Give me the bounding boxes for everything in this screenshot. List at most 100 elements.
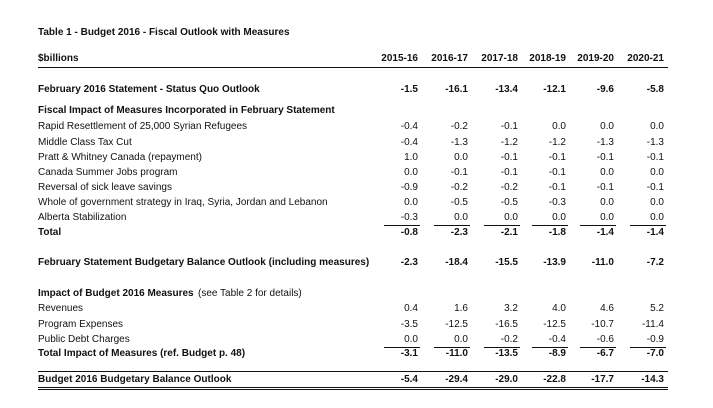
cell-value: -13.9: [543, 257, 566, 268]
cell-value: 0.0: [454, 152, 468, 163]
cell-value: -0.1: [500, 167, 518, 178]
row-label: Canada Summer Jobs program: [38, 167, 178, 178]
cell-value: -0.9: [646, 334, 664, 345]
cell-value: -1.2: [548, 137, 566, 148]
cell-value: 5.2: [650, 303, 664, 314]
row-label: Total: [38, 227, 62, 238]
double-rule: [38, 387, 668, 388]
cell-value: -0.1: [548, 167, 566, 178]
row-label: Whole of government strategy in Iraq, Sy…: [38, 197, 328, 208]
cell-value: 0.0: [650, 121, 664, 132]
cell-value: 1.6: [454, 303, 468, 314]
cell-value: -2.1: [500, 227, 518, 238]
cell-value: 0.0: [404, 334, 418, 345]
row-label: Budget 2016 Budgetary Balance Outlook: [38, 374, 232, 385]
cell-value: 0.0: [600, 121, 614, 132]
cell-value: -0.1: [646, 152, 664, 163]
cell-value: -0.1: [548, 152, 566, 163]
cell-value: -13.5: [495, 348, 518, 359]
cell-value: -16.5: [495, 319, 518, 330]
cell-value: -7.0: [646, 348, 664, 359]
cell-value: 0.0: [600, 212, 614, 223]
subtotal-rule: [434, 225, 470, 226]
table-title: Table 1 - Budget 2016 - Fiscal Outlook w…: [38, 27, 290, 38]
cell-value: -7.2: [646, 257, 664, 268]
cell-value: -29.4: [445, 374, 468, 385]
cell-value: -1.2: [500, 137, 518, 148]
cell-value: -12.5: [445, 319, 468, 330]
subtotal-rule: [384, 225, 420, 226]
subtotal-rule: [532, 225, 568, 226]
cell-value: -3.5: [400, 319, 418, 330]
row-label: Impact of Budget 2016 Measures: [38, 288, 194, 299]
cell-value: 3.2: [504, 303, 518, 314]
cell-value: 0.0: [600, 167, 614, 178]
double-rule: [38, 389, 668, 390]
cell-value: -9.6: [596, 84, 614, 95]
cell-value: 0.0: [552, 121, 566, 132]
cell-value: -0.4: [400, 137, 418, 148]
cell-value: -11.0: [591, 257, 614, 268]
cell-value: -0.1: [596, 182, 614, 193]
cell-value: -22.8: [543, 374, 566, 385]
cell-value: -3.1: [400, 348, 418, 359]
row-label: Program Expenses: [38, 319, 124, 330]
cell-value: -0.5: [450, 197, 468, 208]
cell-value: -12.1: [543, 84, 566, 95]
cell-value: -15.5: [495, 257, 518, 268]
cell-value: 0.0: [650, 197, 664, 208]
cell-value: -0.1: [596, 152, 614, 163]
cell-value: -13.4: [495, 84, 518, 95]
subtotal-rule: [580, 347, 616, 348]
row-label: Revenues: [38, 303, 84, 314]
subtotal-rule: [484, 225, 520, 226]
subtotal-rule: [580, 225, 616, 226]
cell-value: 0.0: [504, 212, 518, 223]
cell-value: -1.4: [646, 227, 664, 238]
row-note: (see Table 2 for details): [198, 288, 302, 299]
cell-value: 4.0: [552, 303, 566, 314]
cell-value: 0.0: [454, 334, 468, 345]
cell-value: 0.0: [454, 212, 468, 223]
column-header: 2017-18: [481, 53, 518, 64]
cell-value: -0.1: [646, 182, 664, 193]
column-header: 2019-20: [577, 53, 614, 64]
cell-value: -0.2: [500, 182, 518, 193]
subtotal-rule: [630, 225, 666, 226]
cell-value: -0.1: [450, 167, 468, 178]
cell-value: -0.1: [500, 152, 518, 163]
row-label: Total Impact of Measures (ref. Budget p.…: [38, 348, 246, 359]
cell-value: -1.5: [400, 84, 418, 95]
cell-value: -29.0: [495, 374, 518, 385]
cell-value: 0.0: [404, 197, 418, 208]
cell-value: -16.1: [445, 84, 468, 95]
cell-value: -11.4: [641, 319, 664, 330]
cell-value: -0.1: [500, 121, 518, 132]
cell-value: -0.2: [450, 182, 468, 193]
cell-value: -0.9: [400, 182, 418, 193]
cell-value: -2.3: [400, 257, 418, 268]
cell-value: -17.7: [591, 374, 614, 385]
cell-value: -18.4: [445, 257, 468, 268]
cell-value: -1.3: [450, 137, 468, 148]
subtotal-rule: [484, 347, 520, 348]
cell-value: -0.5: [500, 197, 518, 208]
column-header: 2020-21: [627, 53, 664, 64]
cell-value: -5.4: [400, 374, 418, 385]
cell-value: 0.0: [650, 212, 664, 223]
cell-value: 0.0: [552, 212, 566, 223]
cell-value: -0.4: [400, 121, 418, 132]
row-label: Alberta Stabilization: [38, 212, 127, 223]
cell-value: -0.2: [450, 121, 468, 132]
cell-value: -11.0: [445, 348, 468, 359]
column-header: 2016-17: [431, 53, 468, 64]
row-label: February 2016 Statement - Status Quo Out…: [38, 84, 260, 95]
subtotal-rule: [384, 347, 420, 348]
cell-value: -14.3: [641, 374, 664, 385]
cell-value: -1.3: [646, 137, 664, 148]
row-label: Public Debt Charges: [38, 334, 130, 345]
cell-value: 0.4: [404, 303, 418, 314]
row-label: Rapid Resettlement of 25,000 Syrian Refu…: [38, 121, 248, 132]
cell-value: -0.4: [548, 334, 566, 345]
